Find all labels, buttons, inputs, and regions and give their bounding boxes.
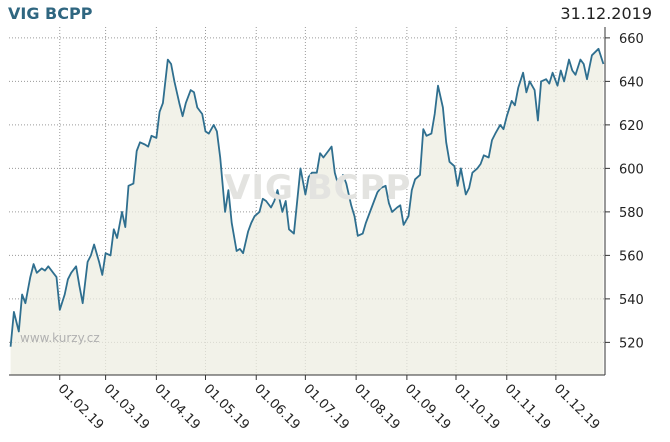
- x-tick-label: 01.07.19: [300, 381, 352, 433]
- chart-date: 31.12.2019: [560, 4, 652, 23]
- y-axis-ticks: 520 540 560 580 600 620 640 660: [605, 32, 644, 351]
- y-tick-label: 600: [619, 162, 644, 177]
- x-tick-label: 01.09.19: [402, 381, 454, 433]
- y-tick-label: 580: [619, 206, 644, 221]
- x-tick-label: 01.10.19: [451, 381, 503, 433]
- x-tick-label: 01.11.19: [502, 381, 554, 433]
- y-tick-label: 660: [619, 32, 644, 47]
- x-tick-label: 01.04.19: [151, 381, 203, 433]
- x-tick-label: 01.08.19: [351, 381, 403, 433]
- x-tick-label: 01.03.19: [101, 381, 153, 433]
- x-tick-label: 01.12.19: [551, 381, 603, 433]
- y-tick-label: 560: [619, 249, 644, 264]
- x-tick-label: 01.06.19: [251, 381, 303, 433]
- y-tick-label: 620: [619, 119, 644, 134]
- price-area-fill: [10, 48, 604, 376]
- chart-watermark: VIG BCPP: [224, 168, 412, 208]
- chart-title: VIG BCPP: [8, 4, 93, 23]
- x-tick-label: 01.02.19: [55, 381, 107, 433]
- x-tick-label: 01.05.19: [200, 381, 252, 433]
- site-label: www.kurzy.cz: [20, 331, 100, 345]
- y-tick-label: 540: [619, 293, 644, 308]
- y-tick-label: 520: [619, 336, 644, 351]
- price-line: [9, 47, 605, 347]
- y-tick-label: 640: [619, 75, 644, 90]
